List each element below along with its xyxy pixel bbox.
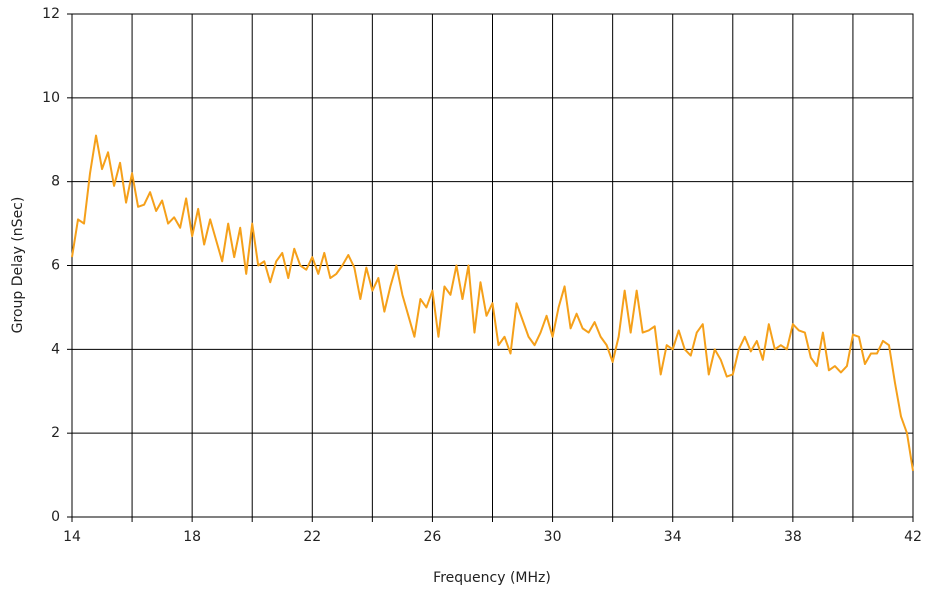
y-tick-label: 2 — [51, 425, 60, 441]
x-tick-label: 18 — [183, 529, 201, 545]
y-tick-label: 10 — [42, 90, 60, 106]
y-tick-label: 12 — [42, 6, 60, 22]
y-tick-label: 4 — [51, 341, 60, 357]
line-series — [71, 134, 914, 472]
x-tick-label: 34 — [664, 529, 682, 545]
y-tick-label: 0 — [51, 509, 60, 525]
x-tick-label: 38 — [784, 529, 802, 545]
x-tick-label: 42 — [904, 529, 922, 545]
y-tick-label: 8 — [51, 174, 60, 190]
x-tick-label: 26 — [424, 529, 442, 545]
x-tick-label: 22 — [303, 529, 321, 545]
x-tick-label: 30 — [544, 529, 562, 545]
y-axis-label: Group Delay (nSec) — [10, 197, 26, 334]
y-tick-label: 6 — [51, 258, 60, 274]
x-tick-label: 14 — [63, 529, 81, 545]
x-axis-label: Frequency (MHz) — [433, 570, 551, 586]
